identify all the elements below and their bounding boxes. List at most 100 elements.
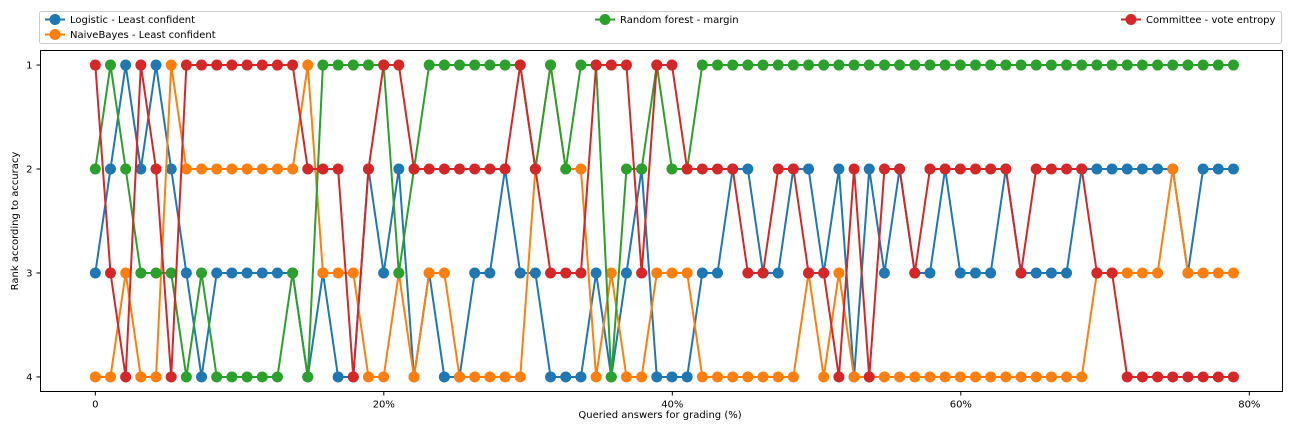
data-point bbox=[150, 371, 162, 383]
data-point bbox=[499, 59, 511, 71]
data-point bbox=[969, 371, 981, 383]
series-line bbox=[94, 64, 1234, 378]
data-point bbox=[575, 371, 587, 383]
data-point bbox=[469, 163, 481, 175]
data-point bbox=[211, 59, 223, 71]
legend-marker bbox=[1125, 14, 1137, 25]
data-point bbox=[120, 59, 132, 71]
data-point bbox=[423, 267, 435, 279]
data-point bbox=[1136, 59, 1148, 71]
data-point bbox=[241, 59, 253, 71]
data-point bbox=[1121, 371, 1133, 383]
data-point bbox=[894, 371, 906, 383]
data-point bbox=[408, 371, 420, 383]
data-point bbox=[1212, 59, 1224, 71]
data-point bbox=[1000, 59, 1012, 71]
x-axis-title: Queried answers for grading (%) bbox=[578, 410, 741, 421]
data-point bbox=[1106, 163, 1118, 175]
data-point bbox=[954, 371, 966, 383]
data-point bbox=[681, 267, 693, 279]
data-point bbox=[833, 59, 845, 71]
data-point bbox=[757, 371, 769, 383]
data-point bbox=[256, 163, 268, 175]
data-point bbox=[1152, 59, 1164, 71]
data-point bbox=[120, 267, 132, 279]
data-point bbox=[818, 267, 830, 279]
legend-frame bbox=[39, 11, 1282, 44]
data-point bbox=[514, 267, 526, 279]
data-point bbox=[1000, 371, 1012, 383]
legend-item: Logistic - Least confident bbox=[45, 14, 195, 26]
data-point bbox=[833, 371, 845, 383]
data-point bbox=[287, 163, 299, 175]
data-point bbox=[666, 59, 678, 71]
data-point bbox=[727, 163, 739, 175]
data-point bbox=[1121, 163, 1133, 175]
data-point bbox=[818, 59, 830, 71]
data-point bbox=[423, 163, 435, 175]
data-point bbox=[165, 371, 177, 383]
data-point bbox=[681, 371, 693, 383]
data-point bbox=[696, 267, 708, 279]
data-point bbox=[1227, 59, 1239, 71]
data-point bbox=[256, 267, 268, 279]
legend-item: Random forest - margin bbox=[595, 14, 739, 26]
data-point bbox=[529, 163, 541, 175]
data-point bbox=[985, 371, 997, 383]
data-point bbox=[423, 59, 435, 71]
data-point bbox=[514, 371, 526, 383]
series-layer bbox=[89, 59, 1239, 383]
data-point bbox=[256, 59, 268, 71]
legend: Logistic - Least confident NaiveBayes - L… bbox=[39, 11, 1282, 44]
data-point bbox=[969, 163, 981, 175]
data-point bbox=[347, 267, 359, 279]
data-point bbox=[1076, 59, 1088, 71]
data-point bbox=[287, 59, 299, 71]
data-point bbox=[1091, 267, 1103, 279]
data-point bbox=[712, 163, 723, 175]
data-point bbox=[362, 163, 374, 175]
data-point bbox=[211, 267, 223, 279]
data-point bbox=[332, 163, 344, 175]
data-point bbox=[1030, 371, 1042, 383]
data-point bbox=[165, 267, 177, 279]
data-point bbox=[666, 163, 678, 175]
y-axis: 1 2 3 4 bbox=[26, 61, 41, 383]
data-point bbox=[1136, 163, 1148, 175]
data-point bbox=[89, 267, 101, 279]
x-tick-label: 0 bbox=[92, 400, 98, 411]
y-tick-label: 4 bbox=[26, 372, 32, 383]
data-point bbox=[211, 371, 223, 383]
data-point bbox=[196, 163, 208, 175]
data-point bbox=[803, 59, 815, 71]
data-point bbox=[803, 163, 815, 175]
data-point bbox=[1061, 163, 1073, 175]
series-line bbox=[94, 64, 1234, 378]
data-point bbox=[742, 163, 754, 175]
data-point bbox=[362, 371, 374, 383]
data-point bbox=[924, 371, 936, 383]
data-point bbox=[89, 59, 101, 71]
data-point bbox=[241, 267, 253, 279]
data-point bbox=[620, 267, 632, 279]
data-point bbox=[438, 267, 450, 279]
data-point bbox=[529, 267, 541, 279]
data-point bbox=[317, 59, 329, 71]
data-point bbox=[180, 267, 192, 279]
data-point bbox=[1045, 163, 1057, 175]
data-point bbox=[878, 59, 890, 71]
data-point bbox=[651, 59, 663, 71]
data-point bbox=[1182, 267, 1194, 279]
data-point bbox=[514, 59, 526, 71]
data-point bbox=[1197, 59, 1209, 71]
data-point bbox=[1167, 163, 1179, 175]
data-point bbox=[590, 59, 602, 71]
data-point bbox=[727, 371, 739, 383]
data-point bbox=[1152, 267, 1164, 279]
data-point bbox=[165, 163, 177, 175]
data-point bbox=[787, 163, 799, 175]
x-tick-label: 20% bbox=[373, 400, 395, 411]
data-point bbox=[757, 267, 769, 279]
data-point bbox=[575, 163, 587, 175]
data-point bbox=[1106, 267, 1118, 279]
